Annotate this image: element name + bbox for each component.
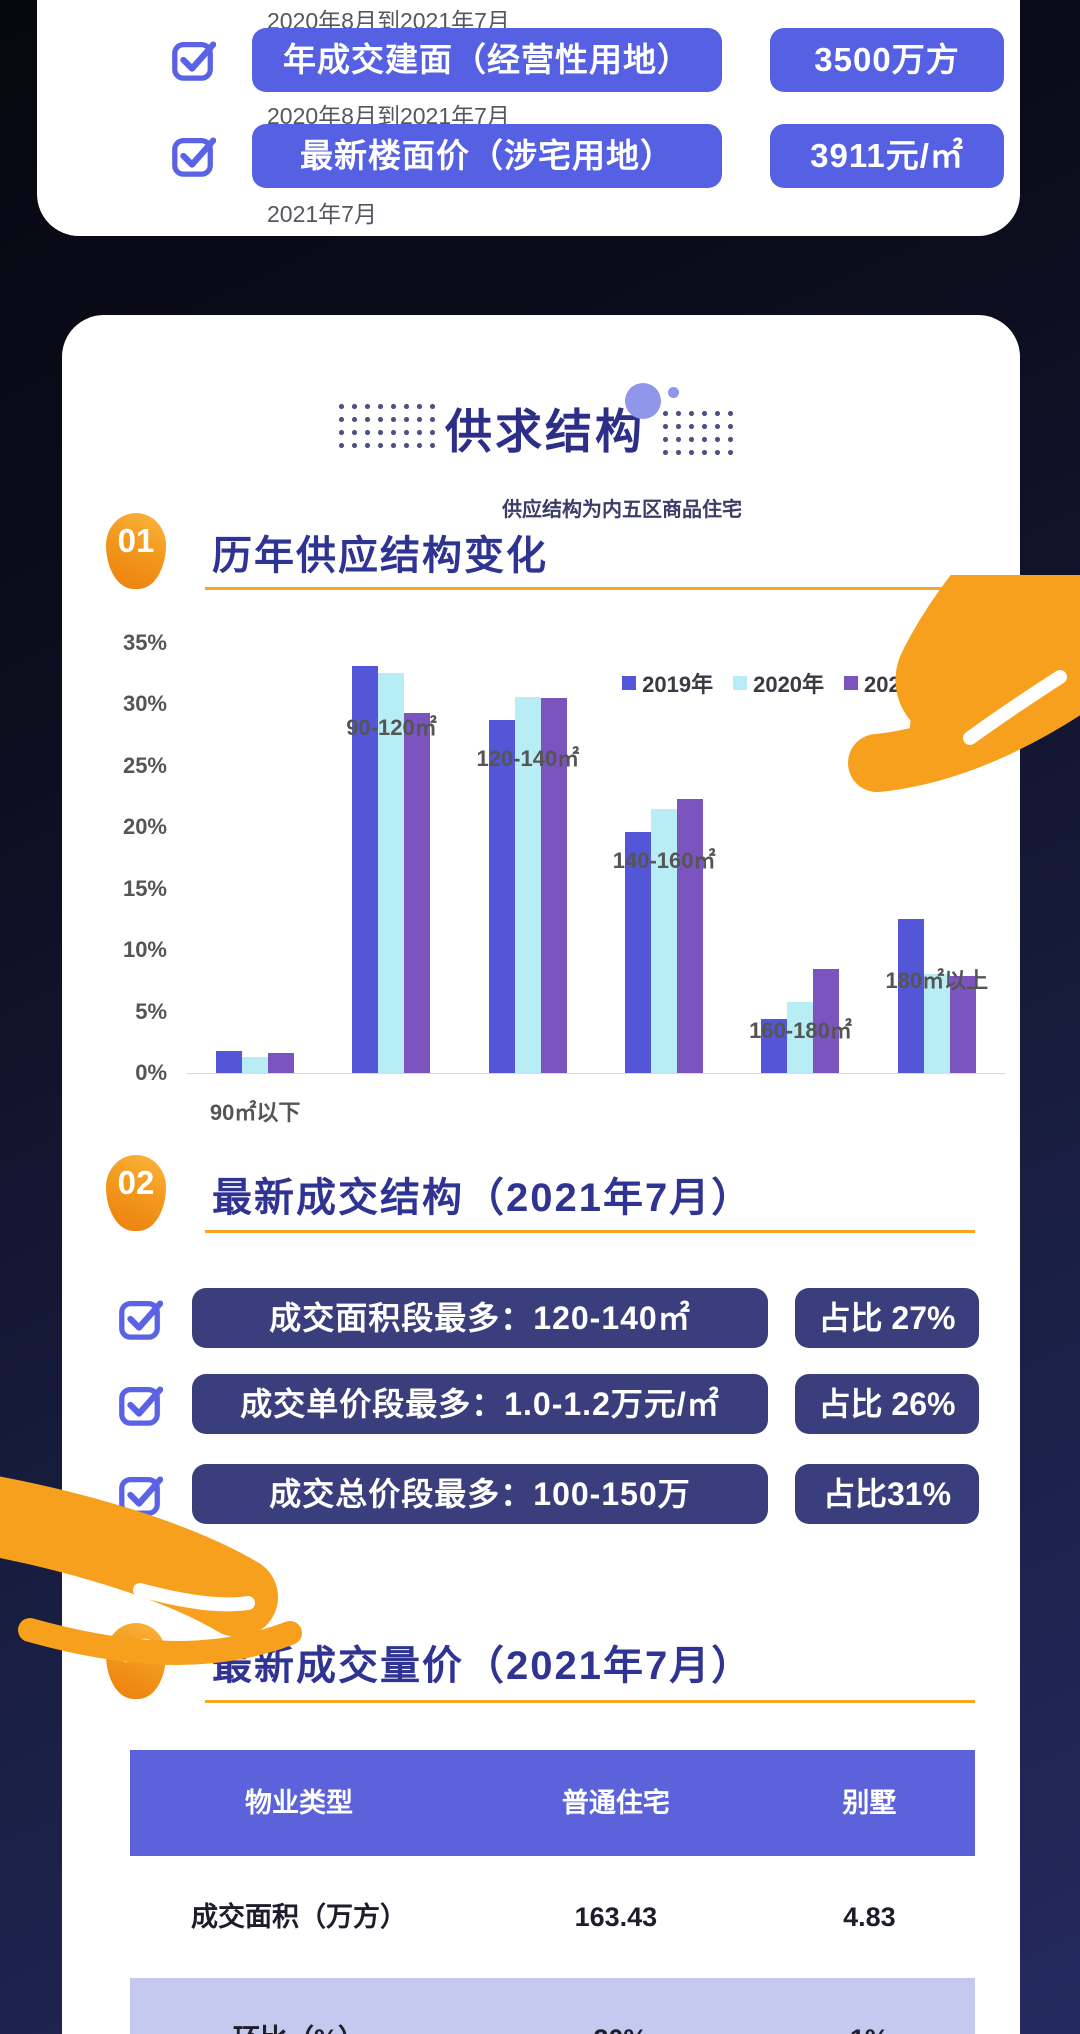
bar-group: 160-180㎡: [749, 968, 852, 1073]
supply-demand-card: 供求结构 供应结构为内五区商品住宅 01 历年供应结构变化 35% 30% 25% 2…: [62, 315, 1020, 2034]
deal-row: 成交面积段最多：120-140㎡ 占比 27%: [62, 1288, 1020, 1348]
period-label: 2021年7月: [267, 201, 377, 227]
bar-2021年: [540, 698, 567, 1073]
bar-2021年: [949, 975, 976, 1073]
table-row: 成交面积（万方） 163.43 4.83: [130, 1856, 975, 1978]
cell-value: 1%: [764, 1978, 975, 2034]
bar-2020年: [651, 808, 678, 1073]
column-header: 普通住宅: [561, 1788, 670, 1818]
checkbox-icon: [117, 1471, 164, 1517]
y-tick-label: 5%: [135, 998, 167, 1024]
section-02-badge: 02: [106, 1155, 166, 1231]
section-01-title: 历年供应结构变化: [212, 534, 548, 578]
bar-group: 140-160㎡: [613, 799, 716, 1073]
bar-group: 90-120㎡: [346, 666, 437, 1073]
column-header: 物业类型: [245, 1788, 353, 1818]
metric-value: 3500万方: [770, 28, 1004, 92]
cell-value: 163.43: [574, 1902, 658, 1932]
deal-ratio: 占比31%: [795, 1464, 979, 1524]
x-category-label: 160-180㎡: [749, 1017, 852, 1043]
dot-grid-decoration: [659, 407, 739, 462]
summary-row: 年成交建面（经营性用地） 3500万方: [37, 28, 1020, 92]
volume-price-table: 物业类型 普通住宅 别墅 成交面积（万方） 163.43 4.83 环比（%） …: [130, 1750, 975, 2034]
bar-2020年: [378, 672, 405, 1073]
legend-swatch-icon: [622, 676, 637, 690]
x-category-label: 120-140㎡: [476, 746, 580, 772]
x-category-label: 90-120㎡: [346, 715, 437, 741]
bar-2020年: [242, 1057, 269, 1073]
deal-label: 成交总价段最多：100-150万: [192, 1464, 768, 1524]
circle-decoration: [625, 383, 661, 419]
section-underline: [205, 587, 975, 590]
chart-plot: 90㎡以下 90-120㎡ 120-140㎡ 140-160㎡ 160-180㎡ 180㎡…: [187, 643, 1005, 1125]
metric-value: 3911元/㎡: [770, 124, 1004, 188]
section-03-title: 最新成交量价（2021年7月）: [212, 1644, 754, 1688]
chart-note: 供应结构为内五区商品住宅: [502, 499, 742, 521]
checkbox-icon: [170, 132, 217, 178]
deal-ratio: 占比 27%: [795, 1288, 979, 1348]
bar-group: 120-140㎡: [476, 697, 579, 1073]
x-category-label: 90㎡以下: [209, 1099, 301, 1125]
summary-row: 最新楼面价（涉宅用地） 3911元/㎡: [37, 124, 1020, 188]
y-tick-label: 25%: [122, 752, 167, 778]
y-tick-label: 20%: [122, 814, 167, 840]
dot-grid-decoration: [335, 400, 435, 455]
legend-swatch-icon: [844, 676, 859, 690]
section-03-badge: 03: [106, 1623, 166, 1699]
circle-decoration: [668, 387, 679, 398]
bar-2021年: [813, 968, 840, 1073]
bar-group: 180㎡以上: [885, 919, 988, 1073]
legend-item: 2019年: [622, 667, 713, 699]
bar-2020年: [514, 697, 541, 1073]
deal-row: 成交单价段最多：1.0-1.2万元/㎡ 占比 26%: [62, 1374, 1020, 1434]
x-category-label: 140-160㎡: [612, 848, 716, 874]
table-header-row: 物业类型 普通住宅 别墅: [130, 1750, 975, 1856]
metric-label: 最新楼面价（涉宅用地）: [252, 124, 722, 188]
bar-2021年: [404, 713, 431, 1073]
bar-2019年: [897, 919, 924, 1073]
cell-value: -20%: [468, 1978, 764, 2034]
checkbox-icon: [117, 1381, 164, 1427]
chart-legend: 2019年 2020年 2021年: [622, 667, 935, 699]
legend-item: 2021年: [844, 667, 935, 699]
bar-2019年: [488, 720, 515, 1073]
deal-ratio: 占比 26%: [795, 1374, 979, 1434]
bar-2021年: [677, 799, 704, 1073]
table-row: 环比（%） -20% 1%: [130, 1978, 975, 2034]
bar-2020年: [787, 1001, 814, 1073]
bar-2020年: [923, 973, 950, 1073]
checkbox-icon: [117, 1295, 164, 1341]
y-tick-label: 15%: [122, 875, 167, 901]
supply-structure-chart: 35% 30% 25% 20% 15% 10% 5% 0% 90㎡以下 90-120㎡ 120-1…: [62, 615, 1020, 1135]
bar-group: 90㎡以下: [210, 1050, 300, 1125]
row-label: 成交面积（万方）: [191, 1902, 407, 1932]
bar-2019年: [761, 1018, 788, 1073]
bar-2019年: [352, 666, 379, 1073]
y-tick-label: 30%: [122, 691, 167, 717]
y-tick-label: 35%: [122, 630, 167, 655]
bar-2019年: [625, 832, 652, 1073]
legend-item: 2020年: [733, 667, 824, 699]
section-02-title: 最新成交结构（2021年7月）: [212, 1176, 754, 1220]
land-summary-card: 2020年8月到2021年7月 年成交建面（经营性用地） 3500万方 2020…: [37, 0, 1020, 236]
page-title: 供求结构: [445, 405, 645, 458]
cell-value: 4.83: [843, 1902, 896, 1932]
bar-2021年: [268, 1053, 295, 1073]
deal-row: 成交总价段最多：100-150万 占比31%: [62, 1464, 1020, 1524]
bar-2019年: [216, 1050, 243, 1073]
column-header: 别墅: [842, 1788, 897, 1818]
row-label: 环比（%）: [130, 1978, 468, 2034]
section-underline: [205, 1700, 975, 1703]
y-tick-label: 0%: [135, 1060, 167, 1085]
deal-label: 成交面积段最多：120-140㎡: [192, 1288, 768, 1348]
metric-label: 年成交建面（经营性用地）: [252, 28, 722, 92]
deal-label: 成交单价段最多：1.0-1.2万元/㎡: [192, 1374, 768, 1434]
section-underline: [205, 1230, 975, 1233]
legend-swatch-icon: [733, 676, 748, 690]
x-category-label: 180㎡以上: [885, 968, 989, 994]
checkbox-icon: [170, 36, 217, 82]
section-01-badge: 01: [106, 513, 166, 589]
y-tick-label: 10%: [122, 937, 167, 963]
